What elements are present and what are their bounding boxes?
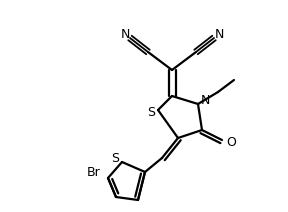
- Text: O: O: [226, 135, 236, 148]
- Text: Br: Br: [87, 166, 101, 180]
- Text: N: N: [120, 28, 130, 42]
- Text: N: N: [214, 28, 224, 42]
- Text: N: N: [200, 93, 210, 106]
- Text: S: S: [111, 152, 119, 165]
- Text: S: S: [147, 106, 155, 120]
